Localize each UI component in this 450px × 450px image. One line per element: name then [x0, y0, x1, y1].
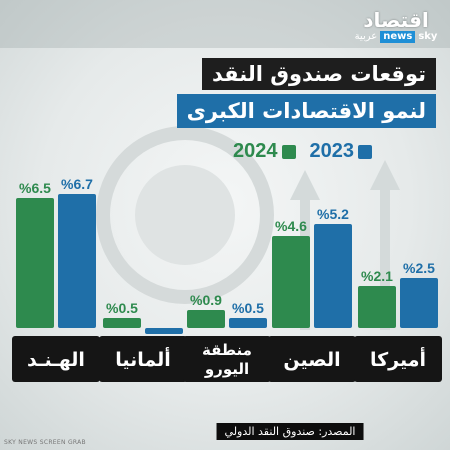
category-label: أميركا [370, 347, 426, 371]
legend-item-2024: 2024 [233, 140, 296, 163]
screen-grab-watermark: SKY NEWS SCREEN GRAB [4, 439, 86, 446]
data-label-2024: %4.6 [275, 218, 307, 234]
bar-2023 [58, 194, 96, 328]
title-line-1: توقعات صندوق النقد [202, 58, 436, 90]
bar-group: %2.1 %2.5 أميركا [354, 260, 442, 382]
bar-2024 [16, 198, 54, 328]
title-line-2: لنمو الاقتصادات الكبرى [176, 94, 436, 128]
legend-swatch-2024 [281, 144, 296, 159]
legend: 2023 2024 [233, 140, 372, 163]
category-label-box [268, 336, 356, 382]
bar-2024 [103, 318, 141, 328]
bar-2024 [187, 310, 225, 328]
bar-2023 [314, 224, 352, 328]
bar-group: %6.5 %6.7 الهـنـد [12, 176, 100, 382]
bar-2024 [358, 286, 396, 328]
category-label: الهـنـد [27, 349, 85, 371]
legend-label-2023: 2023 [309, 140, 355, 162]
category-label-box [12, 336, 100, 382]
category-label: منطقة [202, 341, 252, 359]
logo-arabic-text: عربية [354, 31, 378, 42]
logo-main-text: اقتصاد [363, 8, 429, 32]
data-label-2024: %0.9 [190, 292, 222, 308]
source-note: المصدر: صندوق النقد الدولي [216, 423, 364, 440]
top-band [0, 0, 450, 48]
bar-group: %0.5%0.3-ألمانيا [99, 300, 187, 382]
legend-label-2024: 2024 [233, 140, 278, 162]
category-label: الصين [283, 349, 340, 371]
globe-watermark [135, 165, 235, 265]
data-label-2023: %5.2 [317, 206, 349, 222]
logo-sub: عربية news sky [354, 31, 438, 43]
data-label-2024: %6.5 [19, 180, 51, 196]
bar-2023 [145, 328, 183, 334]
legend-swatch-2023 [358, 144, 372, 159]
logo-sky-text: sky [418, 31, 438, 42]
data-label-2024: %0.5 [106, 300, 138, 316]
bar-group: %4.6 %5.2 الصين [268, 206, 356, 382]
category-label: اليورو [204, 360, 249, 378]
category-label-box [183, 336, 271, 382]
data-label-2023: %6.7 [61, 176, 93, 192]
bar-2024 [272, 236, 310, 328]
data-label-2024: %2.1 [361, 268, 393, 284]
bar-2023 [400, 278, 438, 328]
data-label-2023: %2.5 [403, 260, 435, 276]
imf-seal-watermark [96, 126, 274, 304]
category-label: ألمانيا [115, 347, 171, 371]
bar-2023 [229, 318, 267, 328]
category-label-box [99, 336, 187, 382]
category-label-box [354, 336, 442, 382]
data-label-2023: %0.5 [232, 300, 264, 316]
sky-news-arabia-logo: اقتصاد عربية news sky [354, 8, 438, 43]
logo-news-text: news [380, 31, 416, 43]
arrow-up-watermark [370, 160, 400, 330]
legend-item-2023: 2023 [309, 140, 372, 163]
